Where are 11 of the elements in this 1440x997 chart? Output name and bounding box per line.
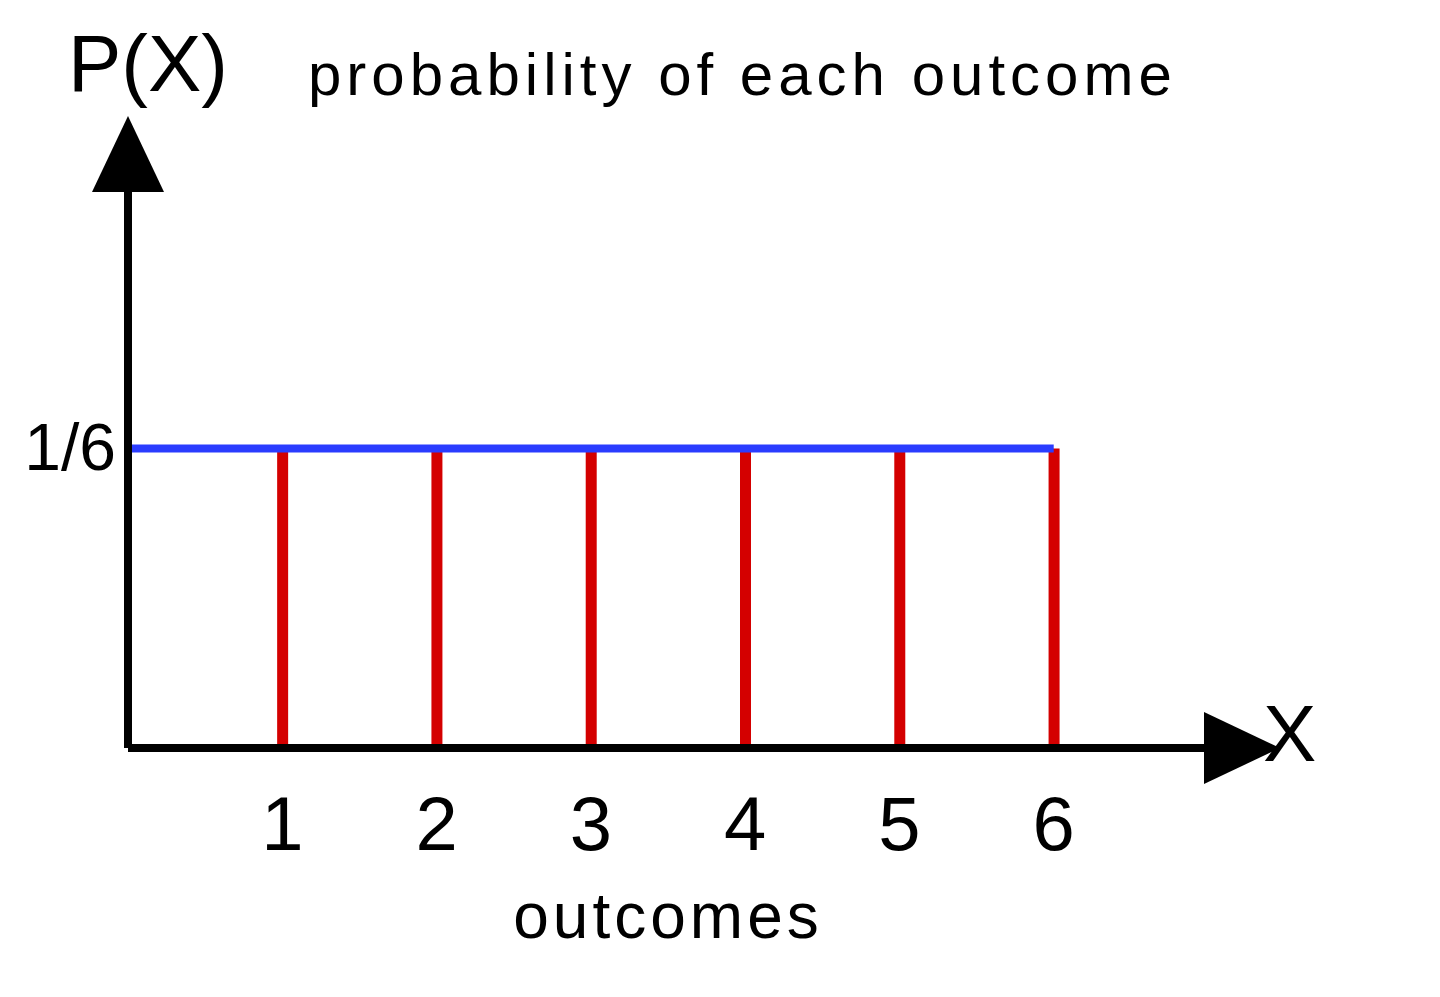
y-axis-title: P(X) [68,18,228,110]
chart-title: probability of each outcome [308,40,1177,109]
x-tick-label: 2 [415,780,458,866]
x-tick-label: 1 [261,780,304,866]
x-tick-label: 6 [1032,780,1075,866]
text: X [1263,688,1317,780]
x-tick-label: 5 [878,780,921,866]
x-tick-label: 4 [724,780,767,866]
x-axis-title: outcomes [513,880,823,952]
x-tick-label: 3 [569,780,612,866]
text: 1/6 [24,408,116,485]
